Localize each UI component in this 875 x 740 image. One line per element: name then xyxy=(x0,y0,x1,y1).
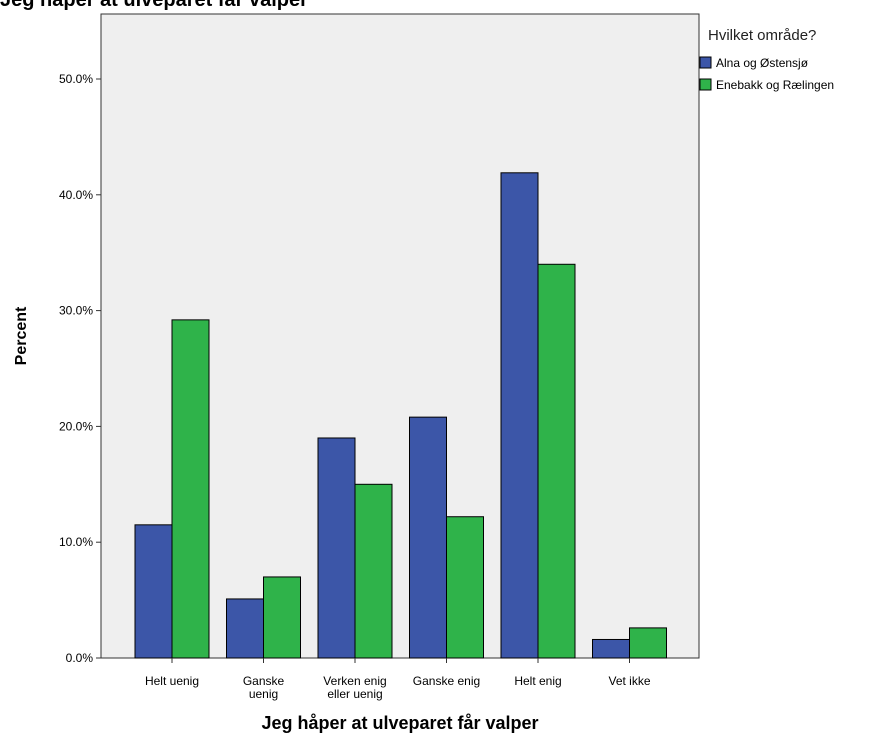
bar-enebakk-raelingen xyxy=(171,319,210,659)
y-axis: 0.0% 10.0% 20.0% 30.0% 40.0% 50.0% xyxy=(59,72,101,665)
x-tick-label: eller uenig xyxy=(327,687,382,701)
x-tick-label: Ganske enig xyxy=(413,674,480,688)
bars-group xyxy=(134,172,667,659)
y-tick-label: 30.0% xyxy=(59,304,93,318)
x-tick-label: Vet ikke xyxy=(608,674,650,688)
bar-enebakk-raelingen xyxy=(537,263,576,659)
legend-label-series-1: Alna og Østensjø xyxy=(716,56,809,70)
bar-alna-ostensjo xyxy=(500,172,539,659)
x-tick-label: Helt uenig xyxy=(145,674,199,688)
bar-enebakk-raelingen xyxy=(629,627,667,659)
legend-swatch-series-2 xyxy=(699,78,712,91)
legend: Hvilket område? Alna og Østensjø Enebakk… xyxy=(699,27,834,92)
legend-swatch-series-1 xyxy=(699,56,712,69)
legend-label-series-2: Enebakk og Rælingen xyxy=(716,78,834,92)
chart-title: Jeg håper at ulveparet får valper xyxy=(0,0,308,11)
bar-enebakk-raelingen xyxy=(263,576,301,659)
y-tick-label: 0.0% xyxy=(66,651,94,665)
bar-alna-ostensjo xyxy=(226,598,264,659)
bar-enebakk-raelingen xyxy=(354,483,393,659)
x-tick-label: Verken enig xyxy=(323,674,386,688)
bar-alna-ostensjo xyxy=(592,638,630,659)
y-tick-label: 40.0% xyxy=(59,188,93,202)
y-tick-label: 20.0% xyxy=(59,419,93,433)
x-tick-label: Ganske xyxy=(243,674,285,688)
y-tick-label: 50.0% xyxy=(59,72,93,86)
bar-alna-ostensjo xyxy=(317,437,356,659)
y-axis-title: Percent xyxy=(13,306,30,365)
bar-alna-ostensjo xyxy=(409,416,447,659)
x-tick-label: uenig xyxy=(249,687,278,701)
legend-title: Hvilket område? xyxy=(708,27,816,44)
bar-enebakk-raelingen xyxy=(446,516,484,659)
x-axis-title: Jeg håper at ulveparet får valper xyxy=(261,713,538,733)
y-tick-label: 10.0% xyxy=(59,535,93,549)
bar-alna-ostensjo xyxy=(134,524,173,659)
x-tick-label: Helt enig xyxy=(514,674,561,688)
